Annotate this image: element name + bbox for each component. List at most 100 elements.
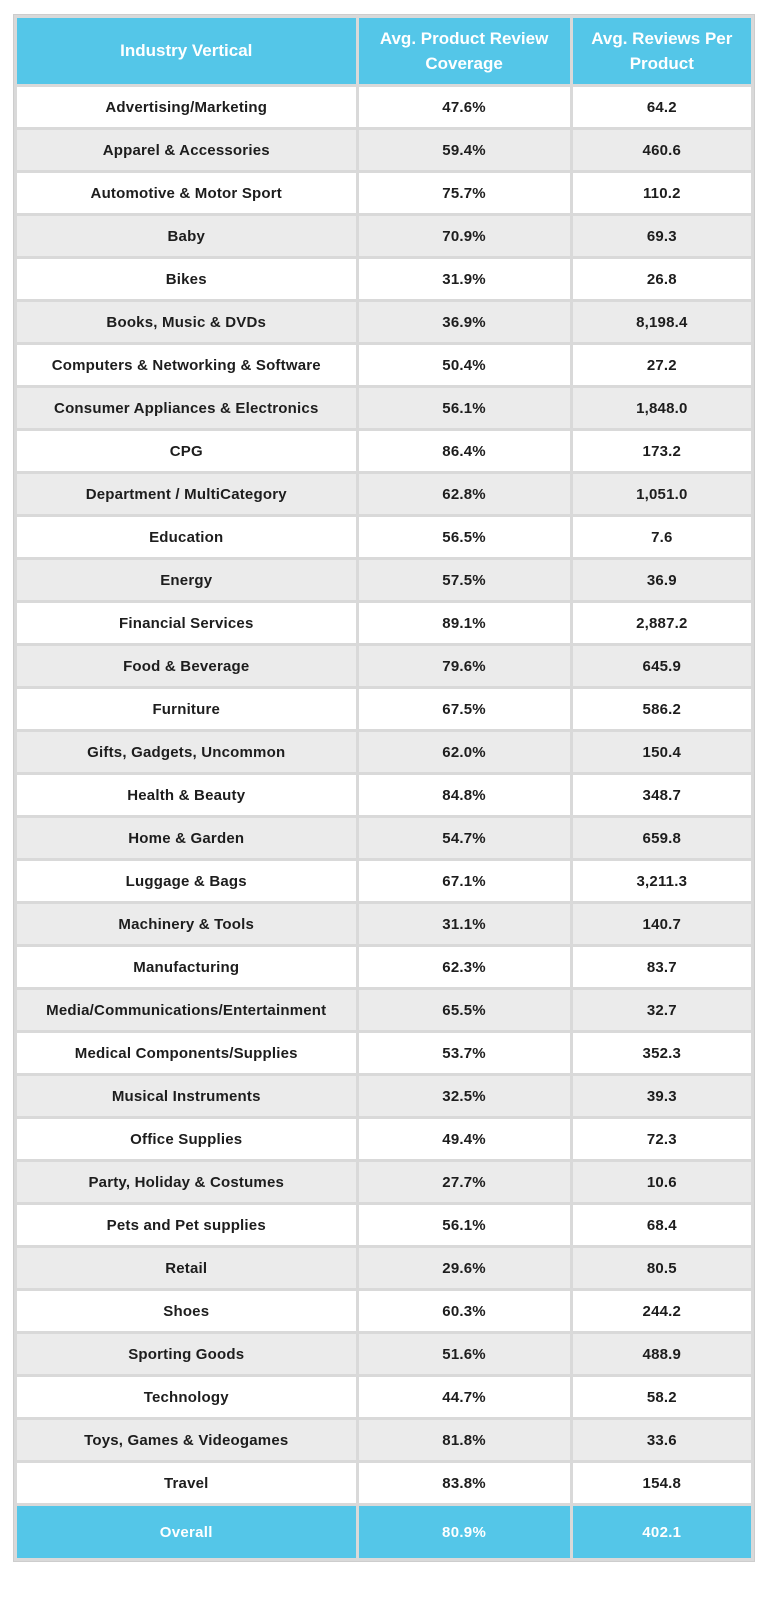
table-row: Technology 44.7% 58.2 — [17, 1377, 751, 1417]
coverage-cell: 56.1% — [358, 388, 570, 428]
reviews-cell: 659.8 — [572, 818, 751, 858]
coverage-cell: 62.0% — [358, 732, 570, 772]
reviews-cell: 244.2 — [572, 1291, 751, 1331]
table-row: Financial Services 89.1% 2,887.2 — [17, 603, 751, 643]
coverage-cell: 27.7% — [358, 1162, 570, 1202]
industry-cell: Medical Components/Supplies — [17, 1033, 356, 1073]
industry-cell: Technology — [17, 1377, 356, 1417]
reviews-cell: 27.2 — [572, 345, 751, 385]
table-row: Manufacturing 62.3% 83.7 — [17, 947, 751, 987]
table-row: Bikes 31.9% 26.8 — [17, 259, 751, 299]
industry-cell: Media/Communications/Entertainment — [17, 990, 356, 1030]
reviews-cell: 150.4 — [572, 732, 751, 772]
coverage-cell: 70.9% — [358, 216, 570, 256]
coverage-cell: 84.8% — [358, 775, 570, 815]
reviews-cell: 39.3 — [572, 1076, 751, 1116]
table-row: Toys, Games & Videogames 81.8% 33.6 — [17, 1420, 751, 1460]
industry-cell: CPG — [17, 431, 356, 471]
table-row: Travel 83.8% 154.8 — [17, 1463, 751, 1503]
overall-reviews-value: 402.1 — [572, 1506, 751, 1558]
table-row: Machinery & Tools 31.1% 140.7 — [17, 904, 751, 944]
coverage-cell: 29.6% — [358, 1248, 570, 1288]
industry-cell: Health & Beauty — [17, 775, 356, 815]
reviews-cell: 33.6 — [572, 1420, 751, 1460]
header-row: Industry Vertical Avg. Product Review Co… — [17, 18, 751, 84]
reviews-cell: 69.3 — [572, 216, 751, 256]
table-row: Pets and Pet supplies 56.1% 68.4 — [17, 1205, 751, 1245]
table-row: Energy 57.5% 36.9 — [17, 560, 751, 600]
table-row: Baby 70.9% 69.3 — [17, 216, 751, 256]
industry-cell: Luggage & Bags — [17, 861, 356, 901]
coverage-cell: 56.5% — [358, 517, 570, 557]
reviews-cell: 1,051.0 — [572, 474, 751, 514]
reviews-cell: 10.6 — [572, 1162, 751, 1202]
industry-cell: Home & Garden — [17, 818, 356, 858]
table-row: Office Supplies 49.4% 72.3 — [17, 1119, 751, 1159]
coverage-cell: 60.3% — [358, 1291, 570, 1331]
reviews-cell: 488.9 — [572, 1334, 751, 1374]
industry-cell: Sporting Goods — [17, 1334, 356, 1374]
overall-label: Overall — [17, 1506, 356, 1558]
industry-cell: Computers & Networking & Software — [17, 345, 356, 385]
coverage-cell: 65.5% — [358, 990, 570, 1030]
table-row: Consumer Appliances & Electronics 56.1% 1,… — [17, 388, 751, 428]
table-row: CPG 86.4% 173.2 — [17, 431, 751, 471]
table-row: Luggage & Bags 67.1% 3,211.3 — [17, 861, 751, 901]
reviews-cell: 72.3 — [572, 1119, 751, 1159]
coverage-cell: 49.4% — [358, 1119, 570, 1159]
reviews-cell: 348.7 — [572, 775, 751, 815]
table-row: Food & Beverage 79.6% 645.9 — [17, 646, 751, 686]
industry-cell: Apparel & Accessories — [17, 130, 356, 170]
coverage-cell: 51.6% — [358, 1334, 570, 1374]
reviews-cell: 173.2 — [572, 431, 751, 471]
reviews-cell: 7.6 — [572, 517, 751, 557]
table-row: Party, Holiday & Costumes 27.7% 10.6 — [17, 1162, 751, 1202]
table-row: Department / MultiCategory 62.8% 1,051.0 — [17, 474, 751, 514]
table-body: Advertising/Marketing 47.6% 64.2 Apparel & … — [17, 87, 751, 1503]
industry-cell: Energy — [17, 560, 356, 600]
industry-cell: Advertising/Marketing — [17, 87, 356, 127]
reviews-cell: 80.5 — [572, 1248, 751, 1288]
reviews-cell: 68.4 — [572, 1205, 751, 1245]
reviews-cell: 83.7 — [572, 947, 751, 987]
reviews-cell: 2,887.2 — [572, 603, 751, 643]
table-row: Media/Communications/Entertainment 65.5% 3… — [17, 990, 751, 1030]
industry-cell: Bikes — [17, 259, 356, 299]
table-row: Medical Components/Supplies 53.7% 352.3 — [17, 1033, 751, 1073]
industry-cell: Consumer Appliances & Electronics — [17, 388, 356, 428]
coverage-cell: 86.4% — [358, 431, 570, 471]
industry-cell: Manufacturing — [17, 947, 356, 987]
coverage-cell: 36.9% — [358, 302, 570, 342]
overall-row: Overall 80.9% 402.1 — [17, 1506, 751, 1558]
table-row: Health & Beauty 84.8% 348.7 — [17, 775, 751, 815]
table-row: Automotive & Motor Sport 75.7% 110.2 — [17, 173, 751, 213]
industry-cell: Gifts, Gadgets, Uncommon — [17, 732, 356, 772]
coverage-cell: 79.6% — [358, 646, 570, 686]
table-row: Books, Music & DVDs 36.9% 8,198.4 — [17, 302, 751, 342]
table-row: Gifts, Gadgets, Uncommon 62.0% 150.4 — [17, 732, 751, 772]
table-row: Retail 29.6% 80.5 — [17, 1248, 751, 1288]
coverage-cell: 81.8% — [358, 1420, 570, 1460]
industry-cell: Department / MultiCategory — [17, 474, 356, 514]
industry-cell: Financial Services — [17, 603, 356, 643]
overall-coverage-value: 80.9% — [358, 1506, 570, 1558]
coverage-cell: 57.5% — [358, 560, 570, 600]
industry-cell: Shoes — [17, 1291, 356, 1331]
table-row: Home & Garden 54.7% 659.8 — [17, 818, 751, 858]
industry-cell: Baby — [17, 216, 356, 256]
coverage-cell: 31.1% — [358, 904, 570, 944]
coverage-cell: 44.7% — [358, 1377, 570, 1417]
table-row: Musical Instruments 32.5% 39.3 — [17, 1076, 751, 1116]
industry-cell: Education — [17, 517, 356, 557]
col-header-avg-reviews-per-product: Avg. Reviews Per Product — [572, 18, 751, 84]
industry-cell: Books, Music & DVDs — [17, 302, 356, 342]
reviews-cell: 3,211.3 — [572, 861, 751, 901]
industry-cell: Musical Instruments — [17, 1076, 356, 1116]
reviews-cell: 32.7 — [572, 990, 751, 1030]
reviews-cell: 26.8 — [572, 259, 751, 299]
industry-cell: Machinery & Tools — [17, 904, 356, 944]
reviews-cell: 58.2 — [572, 1377, 751, 1417]
coverage-cell: 53.7% — [358, 1033, 570, 1073]
coverage-cell: 75.7% — [358, 173, 570, 213]
